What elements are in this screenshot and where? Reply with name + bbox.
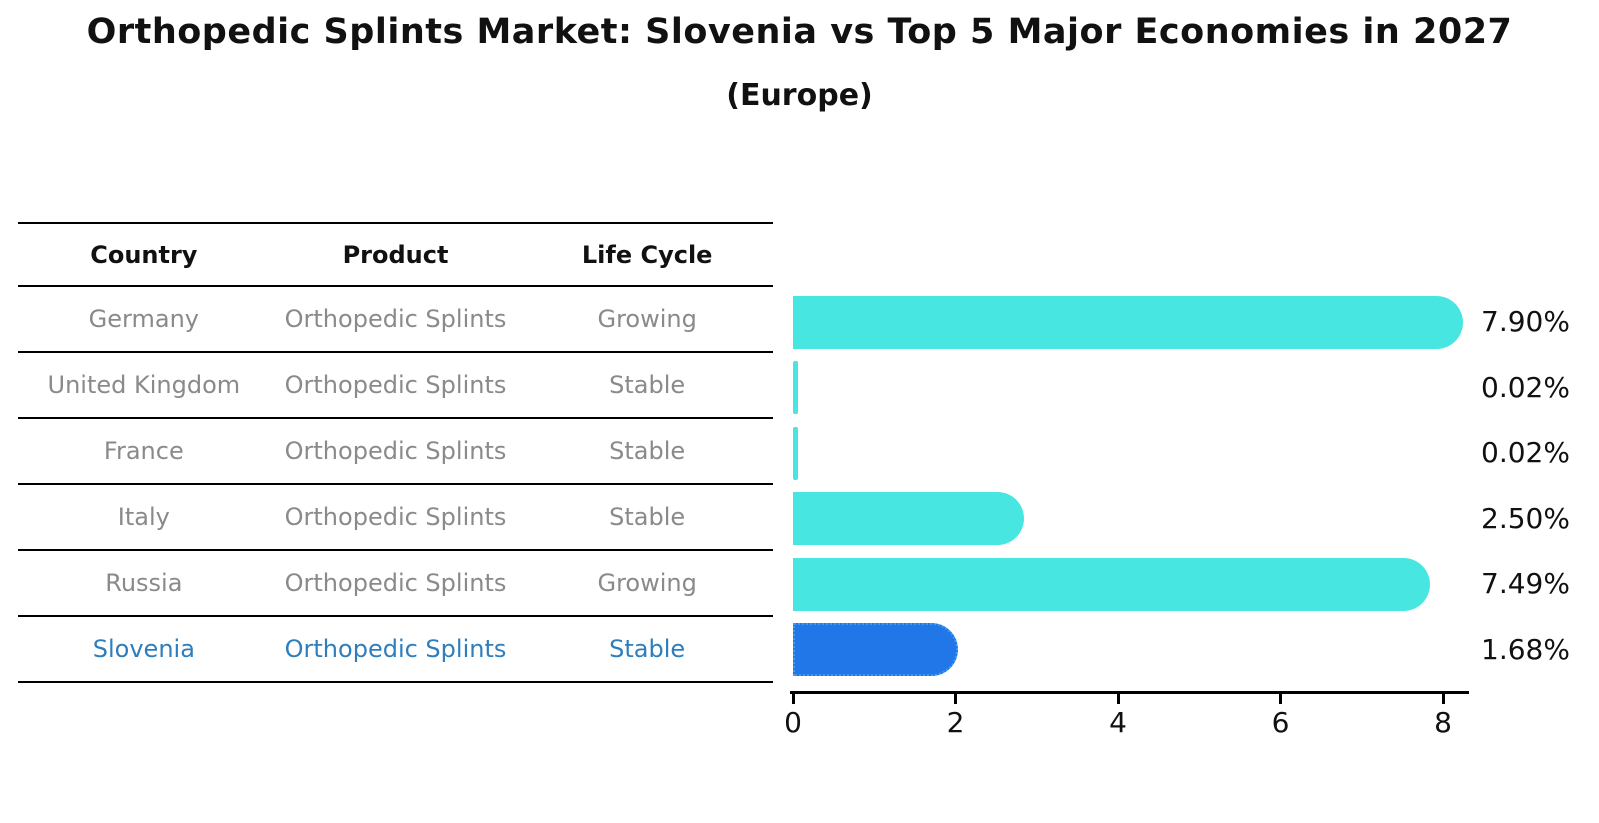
bar-germany (793, 295, 1463, 349)
table-row: Russia Orthopedic Splints Growing (18, 549, 773, 615)
x-axis-tick-label: 6 (1271, 706, 1290, 739)
table-row: Italy Orthopedic Splints Stable (18, 483, 773, 549)
bar-united-kingdom (793, 361, 798, 414)
table-cell-product: Orthopedic Splints (284, 635, 507, 663)
x-axis-tick-label: 0 (784, 706, 802, 739)
table-cell-product: Orthopedic Splints (284, 569, 507, 597)
x-axis-line (790, 691, 1469, 694)
chart-title: Orthopedic Splints Market: Slovenia vs T… (86, 12, 1513, 52)
table-cell-product: Orthopedic Splints (284, 371, 507, 399)
table-header-row: Country Product Life Cycle (18, 222, 773, 285)
table-row: Slovenia Orthopedic Splints Stable (18, 615, 773, 683)
table-cell-product: Orthopedic Splints (284, 305, 507, 333)
table-cell-life-cycle: Stable (609, 371, 686, 399)
table-cell-life-cycle: Growing (597, 569, 697, 597)
table-cell-life-cycle: Stable (609, 635, 686, 663)
table-cell-life-cycle: Stable (609, 437, 686, 465)
bar-value-label: 7.49% (1481, 567, 1570, 600)
bar-value-label: 2.50% (1481, 501, 1570, 535)
x-axis-tick-label: 2 (946, 706, 965, 739)
x-axis-tick (791, 694, 795, 704)
x-axis-tick (954, 694, 957, 704)
table-header-cell: Product (342, 240, 449, 269)
table-cell-country: Germany (88, 305, 199, 333)
table-cell-life-cycle: Growing (597, 305, 697, 333)
table-header-cell: Country (90, 240, 198, 269)
bar-value-label: 0.02% (1481, 436, 1570, 469)
table-row: United Kingdom Orthopedic Splints Stable (18, 351, 773, 417)
table-cell-country: France (103, 437, 184, 465)
x-axis-tick-label: 4 (1109, 706, 1127, 739)
bar-value-label: 0.02% (1481, 370, 1570, 404)
table-cell-country: United Kingdom (47, 371, 241, 399)
table-row: Germany Orthopedic Splints Growing (18, 285, 773, 351)
bar-value-label: 7.90% (1481, 305, 1570, 338)
bar-slovenia (793, 623, 958, 676)
x-axis-tick (1279, 694, 1282, 704)
x-axis-tick (1116, 694, 1120, 704)
table-cell-product: Orthopedic Splints (284, 437, 507, 465)
table-cell-life-cycle: Stable (609, 503, 686, 531)
table-cell-country: Russia (105, 569, 183, 597)
bar-value-label: 1.68% (1481, 632, 1570, 666)
x-axis-tick (1441, 694, 1445, 704)
x-axis-tick-label: 8 (1434, 706, 1452, 739)
bar-france (793, 426, 798, 480)
bar-russia (793, 557, 1430, 611)
chart-subtitle: (Europe) (726, 78, 873, 113)
table-header-cell: Life Cycle (581, 240, 713, 269)
table-row: France Orthopedic Splints Stable (18, 417, 773, 483)
table-cell-country: Slovenia (92, 635, 195, 663)
table-cell-country: Italy (117, 503, 170, 531)
bar-italy (793, 492, 1025, 545)
country-table: Country Product Life Cycle Germany Orthopedi… (18, 222, 773, 683)
table-cell-product: Orthopedic Splints (284, 503, 507, 531)
